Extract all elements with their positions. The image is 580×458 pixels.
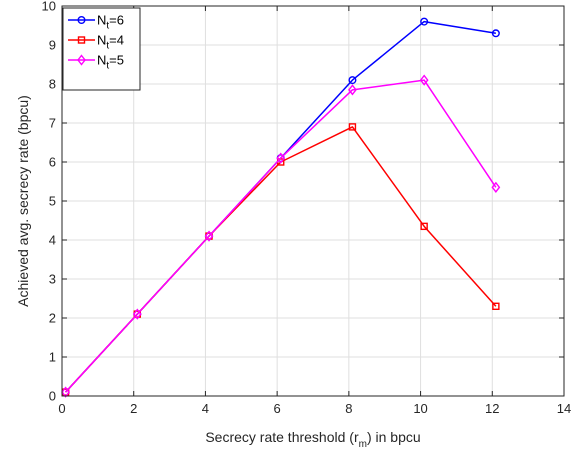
series-5-group bbox=[61, 74, 501, 398]
legend-entry: Nt=5 bbox=[68, 53, 124, 72]
legend-label-subscript: t bbox=[106, 61, 109, 72]
y-tick-label: 8 bbox=[49, 77, 56, 92]
legend-label-subscript: t bbox=[106, 21, 109, 32]
y-axis-title: Achieved avg. secrecy rate (bpcu) bbox=[15, 95, 31, 307]
series-point bbox=[204, 230, 214, 242]
x-tick-labels: 0 2 4 6 8 10 12 14 bbox=[58, 401, 571, 416]
series-point bbox=[491, 29, 500, 38]
legend-label-subscript: t bbox=[106, 41, 109, 52]
series-point bbox=[61, 386, 70, 398]
series-point bbox=[276, 152, 286, 164]
legend-label: Nt=6 bbox=[97, 13, 124, 32]
legend-entry: Nt=4 bbox=[68, 33, 124, 52]
legend-label-tail: =6 bbox=[109, 13, 124, 28]
legend-label-tail: =5 bbox=[109, 53, 124, 68]
y-tick-label: 1 bbox=[49, 350, 56, 365]
legend-swatch-marker bbox=[77, 36, 86, 44]
y-tick-label: 5 bbox=[49, 194, 56, 209]
y-tick-label: 2 bbox=[49, 311, 56, 326]
series-point bbox=[348, 84, 357, 96]
x-tick-label: 0 bbox=[58, 401, 65, 416]
series-point bbox=[420, 17, 429, 26]
series-line bbox=[65, 79, 497, 393]
legend-label-main: N bbox=[97, 13, 106, 28]
legend-label-main: N bbox=[97, 53, 106, 68]
series-point bbox=[492, 302, 500, 310]
x-axis-title-subscript: m bbox=[359, 439, 367, 450]
legend: Nt=6Nt=4Nt=5 bbox=[62, 7, 141, 91]
legend-label: Nt=4 bbox=[97, 33, 124, 52]
y-tick-label: 10 bbox=[42, 0, 56, 14]
legend-entry: Nt=6 bbox=[68, 13, 124, 32]
x-axis-title: Secrecy rate threshold (rm) in bpcu bbox=[205, 429, 420, 450]
y-tick-label: 9 bbox=[49, 38, 56, 53]
y-tick-label: 6 bbox=[49, 155, 56, 170]
legend-swatch-marker bbox=[77, 54, 86, 66]
series-layer bbox=[61, 17, 501, 398]
y-tick-label: 7 bbox=[49, 116, 56, 131]
series-point bbox=[491, 181, 501, 193]
y-tick-labels: 0 1 2 3 4 5 6 7 8 9 10 bbox=[42, 0, 56, 404]
y-tick-label: 0 bbox=[49, 389, 56, 404]
y-tick-label: 4 bbox=[49, 233, 56, 248]
x-tick-label: 2 bbox=[130, 401, 137, 416]
legend-entries: Nt=6Nt=4Nt=5 bbox=[68, 13, 124, 72]
x-axis-title-tail: ) in bpcu bbox=[367, 429, 421, 445]
x-axis-title-main: Secrecy rate threshold (r bbox=[205, 429, 359, 445]
series-point bbox=[348, 76, 357, 85]
x-tick-label: 12 bbox=[485, 401, 499, 416]
x-tick-label: 8 bbox=[345, 401, 352, 416]
legend-box bbox=[62, 7, 141, 91]
legend-swatch-marker bbox=[77, 16, 86, 25]
x-tick-label: 10 bbox=[413, 401, 427, 416]
x-tick-label: 4 bbox=[202, 401, 209, 416]
legend-label: Nt=5 bbox=[97, 53, 124, 72]
legend-label-tail: =4 bbox=[109, 33, 124, 48]
series-point bbox=[348, 123, 357, 131]
series-point bbox=[420, 222, 428, 231]
x-tick-label: 6 bbox=[274, 401, 281, 416]
series-point bbox=[419, 74, 429, 86]
series-point bbox=[132, 308, 142, 320]
y-tick-label: 3 bbox=[49, 272, 56, 287]
x-tick-label: 14 bbox=[557, 401, 571, 416]
legend-label-main: N bbox=[97, 33, 106, 48]
